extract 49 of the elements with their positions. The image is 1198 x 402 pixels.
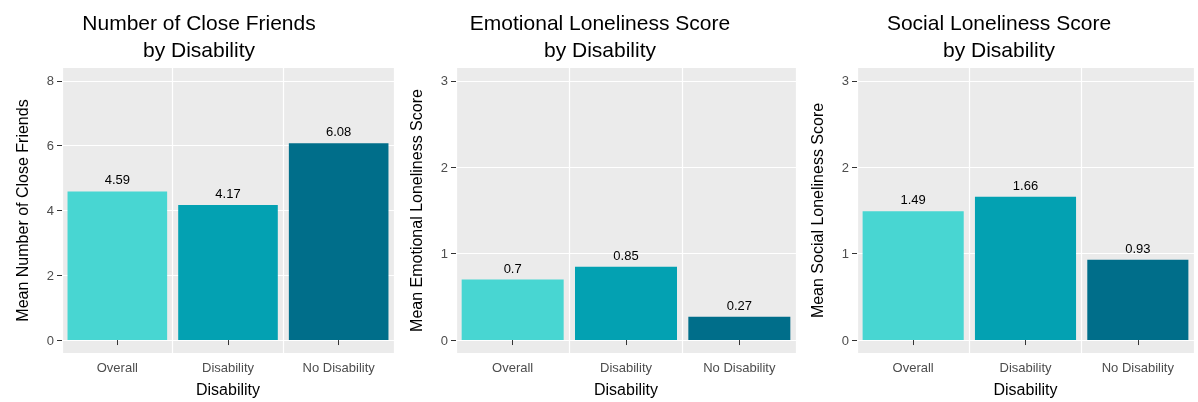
y-tick-label: 1 [440, 246, 448, 262]
x-tick-label: Overall [492, 360, 534, 375]
y-tick-label: 2 [841, 159, 849, 175]
bar [974, 196, 1077, 341]
bar [862, 211, 964, 341]
y-tick-label: 3 [440, 73, 448, 89]
bar [288, 143, 389, 341]
y-tick-label: 0 [841, 332, 849, 348]
data-label: 0.27 [726, 297, 752, 313]
y-tick-label: 2 [440, 159, 448, 175]
y-tick-label: 2 [46, 267, 54, 283]
x-axis-title: Disability [195, 380, 261, 398]
data-label: 0.7 [503, 260, 522, 276]
bar [688, 316, 791, 341]
y-tick-label: 6 [46, 138, 54, 154]
data-label: 1.49 [900, 192, 926, 208]
y-tick-label: 1 [841, 246, 849, 262]
x-tick-label: Disability [599, 360, 653, 375]
data-label: 0.85 [613, 247, 639, 263]
x-tick-label: Overall [96, 360, 139, 375]
chart-title: Social Loneliness Score by Disability [886, 11, 1112, 61]
x-tick-label: No Disability [703, 360, 776, 375]
x-axis-title: Disability [593, 380, 659, 398]
x-axis-title: Disability [993, 380, 1058, 398]
data-label: 1.66 [1012, 177, 1039, 193]
bar [1087, 259, 1189, 341]
chart-title: Emotional Loneliness Score by Disability [469, 11, 731, 61]
data-label: 0.93 [1125, 240, 1151, 256]
y-axis-title: Mean Social Loneliness Score [808, 102, 826, 319]
y-tick-label: 8 [46, 73, 54, 89]
y-axis-title: Mean Number of Close Friends [13, 99, 31, 322]
chart-title: Number of Close Friends by Disability [82, 11, 316, 61]
data-label: 4.17 [215, 185, 241, 201]
x-tick-label: Overall [892, 360, 934, 375]
x-tick-label: Disability [999, 360, 1052, 375]
bar [575, 266, 677, 341]
data-label: 6.08 [326, 124, 352, 140]
x-tick-label: Disability [201, 360, 255, 375]
bar [178, 204, 278, 341]
x-tick-label: No Disability [302, 360, 376, 375]
y-tick-label: 3 [841, 73, 849, 89]
bar [461, 279, 564, 341]
data-label: 4.59 [104, 172, 130, 188]
x-tick-label: No Disability [1101, 360, 1175, 375]
y-axis-title: Mean Emotional Loneliness Score [407, 89, 425, 332]
y-tick-label: 4 [46, 203, 54, 218]
bar [67, 191, 168, 341]
y-tick-label: 0 [440, 332, 448, 348]
y-tick-label: 0 [46, 332, 54, 348]
